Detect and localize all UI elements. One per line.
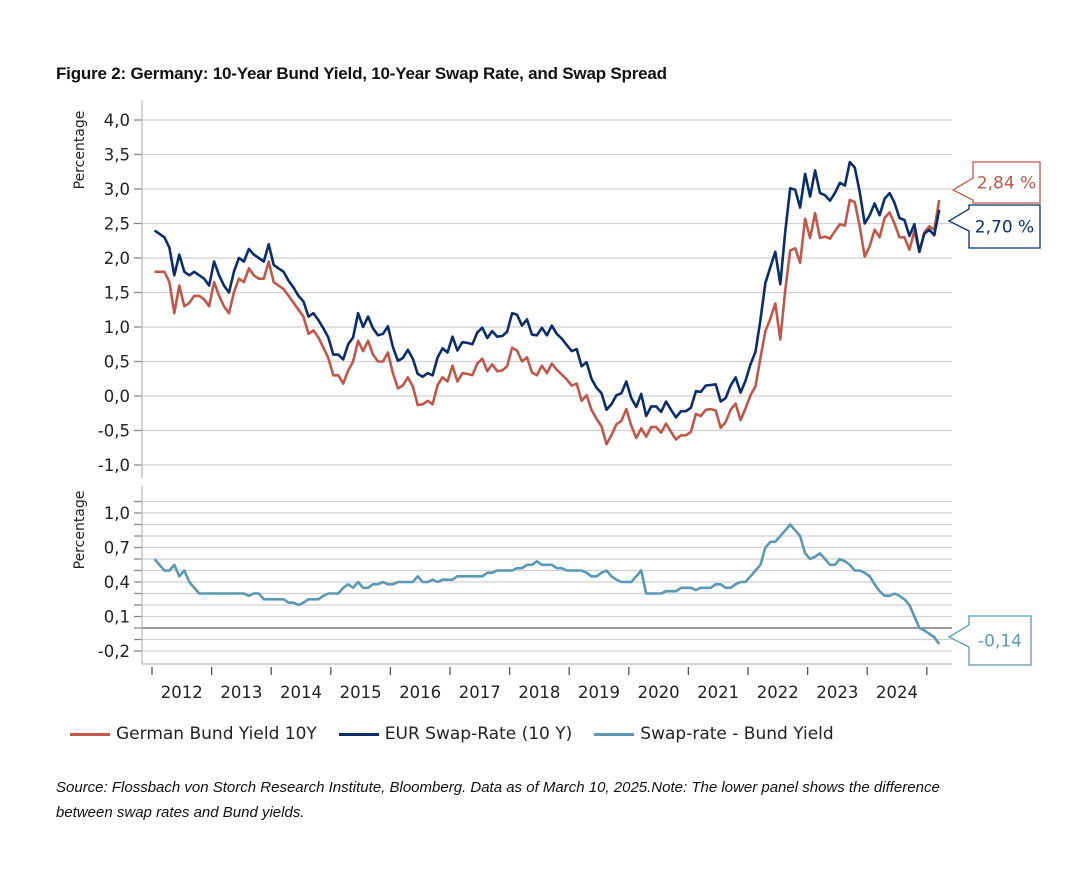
y-tick-label: 0,4 [104,573,130,592]
legend-item-swap: EUR Swap-Rate (10 Y) [338,724,573,744]
x-tick-label: 2017 [459,683,501,702]
callout-swap-label: 2,70 % [975,218,1034,238]
legend-label-bund: German Bund Yield 10Y [116,724,317,744]
y-tick-label: -0,5 [98,422,130,441]
callout-swap: 2,70 % [947,204,1041,249]
legend: German Bund Yield 10Y EUR Swap-Rate (10 … [70,724,834,744]
series-line-swap [153,160,941,419]
y-axis-label: Percentage [72,111,88,190]
legend-swatch-swap [338,732,379,736]
y-tick-label: -0,2 [98,642,130,661]
y-tick-label: 0,5 [104,353,130,372]
x-tick-label: 2021 [697,683,739,702]
y-tick-label: 3,0 [104,180,130,199]
y-tick-label: 4,0 [104,111,130,130]
y-axis-label: Percentage [72,491,88,570]
callout-spread-box [947,615,1032,666]
series-line-bund [154,198,941,446]
y-tick-label: 0,0 [104,387,130,406]
y-tick-label: -1,0 [98,456,130,475]
y-tick-label: 2,5 [104,215,130,234]
callout-spread-label: -0,14 [978,632,1022,652]
x-tick-label: 2018 [518,683,560,702]
chart-title: Figure 2: Germany: 10-Year Bund Yield, 1… [56,64,667,83]
y-tick-label: 3,5 [104,146,130,165]
chart-svg: 4,0 3,5 3,0 2,5 2,0 1,5 1,0 0,5 0,0 -0,5 -1,0 Perce… [72,100,1041,702]
x-tick-label: 2016 [399,683,441,702]
source-note: Source: Flossbach von Storch Research In… [56,779,940,821]
legend-label-spread: Swap-rate - Bund Yield [640,724,834,744]
legend-swatch-spread [594,732,635,736]
callout-bund: 2,84 % [951,161,1041,204]
legend-swatch-bund [70,732,110,736]
legend-item-spread: Swap-rate - Bund Yield [594,724,834,744]
x-tick-label: 2023 [816,683,858,702]
y-tick-label: 1,0 [104,318,130,337]
callout-spread: -0,14 [947,615,1032,666]
series-line-spread [153,523,941,645]
x-tick-label: 2015 [340,683,382,702]
y-tick-label: 1,5 [104,284,130,303]
y-tick-label: 0,1 [104,608,130,627]
x-tick-label: 2019 [578,683,620,702]
y-tick-label: 0,7 [104,539,130,558]
x-tick-label: 2024 [876,683,918,702]
callout-bund-label: 2,84 % [977,174,1036,194]
x-tick-label: 2013 [220,683,262,702]
callout-swap-box [947,204,1041,249]
y-tick-label: 1,0 [104,504,130,523]
x-tick-label: 2020 [638,683,680,702]
x-tick-label: 2022 [757,683,799,702]
x-tick-label: 2014 [280,683,322,702]
legend-item-bund: German Bund Yield 10Y [70,724,317,744]
callout-bund-box [951,161,1041,204]
y-tick-label: 2,0 [104,249,130,268]
x-tick-label: 2012 [161,683,203,702]
legend-label-swap: EUR Swap-Rate (10 Y) [384,724,573,744]
